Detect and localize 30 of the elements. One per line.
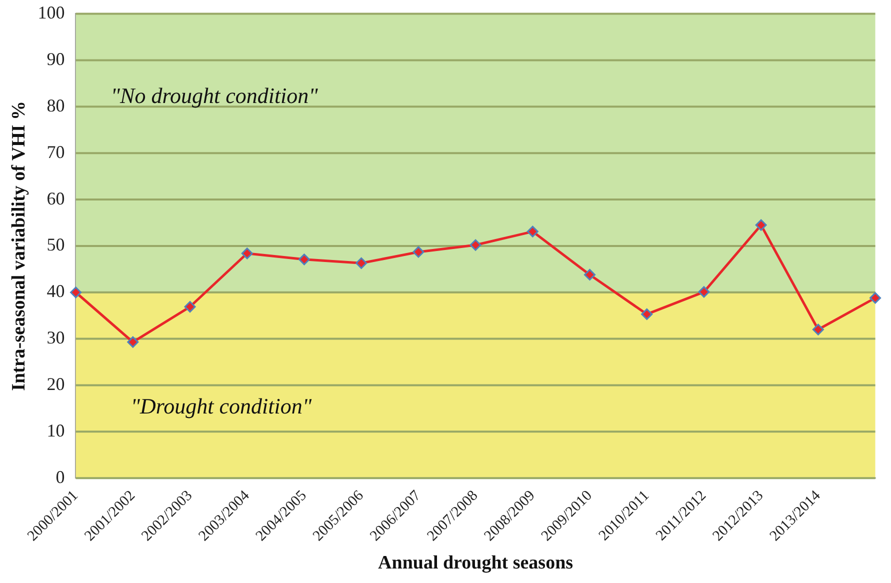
point (584, 268, 596, 280)
point (526, 226, 538, 238)
y-tick-label: 70 (46, 142, 65, 162)
y-tick-label: 100 (38, 2, 65, 23)
y-tick-label: 50 (46, 234, 65, 255)
y-tick-label: 10 (46, 420, 65, 440)
point (298, 254, 310, 266)
y-tick-label: 0 (56, 466, 65, 487)
y-tick-label: 60 (46, 188, 65, 208)
point (70, 286, 82, 298)
y-tick-label: 20 (46, 374, 65, 394)
x-axis-title: Annual drought seasons (378, 552, 574, 574)
band-label: "No drought condition" (110, 83, 319, 108)
point (812, 324, 824, 336)
y-tick-label: 40 (46, 281, 65, 302)
point (870, 292, 882, 304)
y-tick-label: 90 (46, 48, 65, 69)
point (241, 248, 253, 260)
point (412, 246, 424, 258)
point (641, 308, 653, 320)
point (470, 239, 482, 251)
point (127, 336, 139, 348)
band-label: "Drought condition" (130, 393, 312, 418)
point (698, 286, 710, 298)
point (356, 257, 368, 269)
y-tick-label: 30 (46, 328, 65, 348)
y-tick-label: 80 (46, 95, 65, 116)
point (184, 301, 196, 313)
y-axis-title: Intra-seasonal variability of VHI % (8, 100, 30, 391)
point (755, 219, 767, 231)
